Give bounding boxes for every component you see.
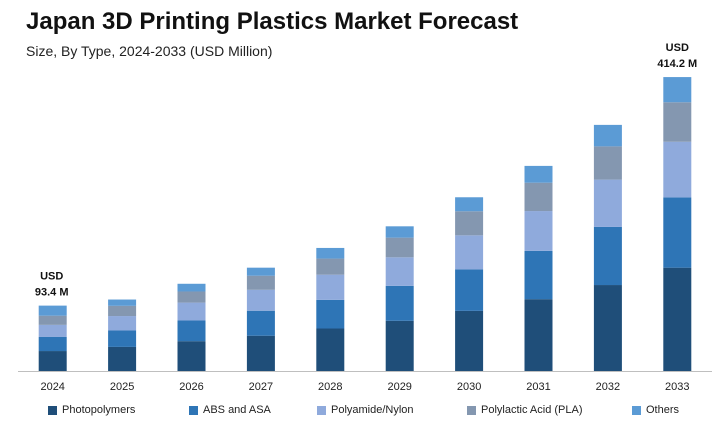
bar-segment-abs-and-asa-2031 (524, 250, 553, 300)
annotation-value-2033: 414.2 M (657, 58, 697, 70)
x-tick-label-2026: 2026 (179, 381, 203, 393)
bar-segment-others-2032 (593, 124, 622, 147)
bar-segment-polylactic-acid-pla-2026 (177, 291, 206, 303)
bar-segment-others-2028 (316, 247, 345, 259)
legend-label: Photopolymers (62, 404, 136, 416)
legend-swatch (48, 405, 57, 415)
legend-label: Polyamide/Nylon (331, 404, 414, 416)
bar-segment-polyamide-nylon-2029 (385, 257, 414, 286)
x-tick-label-2024: 2024 (40, 381, 64, 393)
legend-item-others: Others (632, 404, 679, 416)
x-tick-label-2029: 2029 (387, 381, 411, 393)
bar-segment-polyamide-nylon-2030 (455, 235, 484, 270)
legend-item-photopolymers: Photopolymers (48, 404, 135, 416)
bar-segment-abs-and-asa-2032 (593, 226, 622, 286)
bar-segment-abs-and-asa-2026 (177, 320, 206, 342)
legend-swatch (317, 405, 326, 415)
legend-swatch (467, 405, 476, 415)
legend-item-abs-and-asa: ABS and ASA (189, 404, 271, 416)
bar-segment-photopolymers-2025 (108, 346, 137, 371)
bar-segment-polyamide-nylon-2033 (663, 141, 692, 198)
x-tick-label-2028: 2028 (318, 381, 342, 393)
bar-segment-photopolymers-2024 (38, 351, 67, 371)
bar-segment-polylactic-acid-pla-2030 (455, 211, 484, 236)
bar-segment-polyamide-nylon-2025 (108, 316, 137, 331)
bar-segment-polylactic-acid-pla-2029 (385, 237, 414, 258)
bar-segment-others-2024 (38, 305, 67, 316)
annotation-unit-2033: USD (666, 42, 689, 54)
bar-segment-photopolymers-2026 (177, 341, 206, 371)
bar-segment-photopolymers-2029 (385, 320, 414, 371)
bar-segment-photopolymers-2033 (663, 267, 692, 371)
bar-segment-photopolymers-2031 (524, 299, 553, 371)
bar-segment-photopolymers-2027 (246, 335, 275, 371)
bar-segment-polylactic-acid-pla-2025 (108, 305, 137, 317)
bar-segment-others-2029 (385, 226, 414, 238)
bar-segment-polyamide-nylon-2031 (524, 211, 553, 251)
chart-legend: Photopolymers ABS and ASA Polyamide/Nylon P… (0, 404, 723, 426)
x-tick-label-2027: 2027 (249, 381, 273, 393)
x-tick-label-2033: 2033 (665, 381, 689, 393)
bar-segment-polyamide-nylon-2024 (38, 324, 67, 337)
annotation-unit-2024: USD (40, 271, 63, 283)
legend-swatch (632, 405, 641, 415)
bar-segment-polyamide-nylon-2027 (246, 289, 275, 311)
bar-segment-abs-and-asa-2025 (108, 330, 137, 347)
bar-segment-photopolymers-2030 (455, 310, 484, 371)
x-tick-label-2031: 2031 (526, 381, 550, 393)
bar-segment-polylactic-acid-pla-2027 (246, 275, 275, 290)
legend-label: Others (646, 404, 680, 416)
legend-label: Polylactic Acid (PLA) (481, 404, 583, 416)
legend-item-polylactic-acid-pla: Polylactic Acid (PLA) (467, 404, 582, 416)
chart-title: Japan 3D Printing Plastics Market Foreca… (26, 8, 519, 35)
bar-segment-photopolymers-2028 (316, 328, 345, 371)
bar-segment-others-2031 (524, 165, 553, 183)
bar-segment-polyamide-nylon-2032 (593, 179, 622, 227)
bar-segment-abs-and-asa-2024 (38, 336, 67, 352)
legend-item-polyamide-nylon: Polyamide/Nylon (317, 404, 414, 416)
bar-segment-polylactic-acid-pla-2033 (663, 102, 692, 142)
bar-segment-abs-and-asa-2030 (455, 269, 484, 311)
bar-segment-polyamide-nylon-2026 (177, 302, 206, 321)
x-tick-label-2032: 2032 (596, 381, 620, 393)
chart-subtitle: Size, By Type, 2024-2033 (USD Million) (26, 43, 273, 59)
bar-segment-abs-and-asa-2028 (316, 299, 345, 329)
bar-segment-others-2033 (663, 77, 692, 103)
bar-segment-abs-and-asa-2033 (663, 197, 692, 268)
bar-segment-others-2030 (455, 197, 484, 212)
bar-segment-abs-and-asa-2029 (385, 285, 414, 321)
bar-segment-abs-and-asa-2027 (246, 310, 275, 336)
annotation-value-2024: 93.4 M (35, 287, 69, 299)
x-tick-label-2030: 2030 (457, 381, 481, 393)
bar-segment-photopolymers-2032 (593, 285, 622, 371)
bar-segment-others-2025 (108, 299, 137, 306)
bar-segment-polylactic-acid-pla-2032 (593, 146, 622, 180)
bar-segment-polylactic-acid-pla-2028 (316, 258, 345, 275)
stacked-bar-chart: 2024 2025 2026 2027 2028 2029 2030 2031 2032 2033… (18, 42, 712, 393)
x-tick-label-2025: 2025 (110, 381, 134, 393)
bar-segment-others-2027 (246, 267, 275, 276)
bar-segment-polylactic-acid-pla-2024 (38, 315, 67, 325)
bar-segment-polyamide-nylon-2028 (316, 274, 345, 300)
legend-label: ABS and ASA (203, 404, 271, 416)
legend-swatch (189, 405, 198, 415)
bar-segment-polylactic-acid-pla-2031 (524, 182, 553, 212)
bar-segment-others-2026 (177, 283, 206, 292)
